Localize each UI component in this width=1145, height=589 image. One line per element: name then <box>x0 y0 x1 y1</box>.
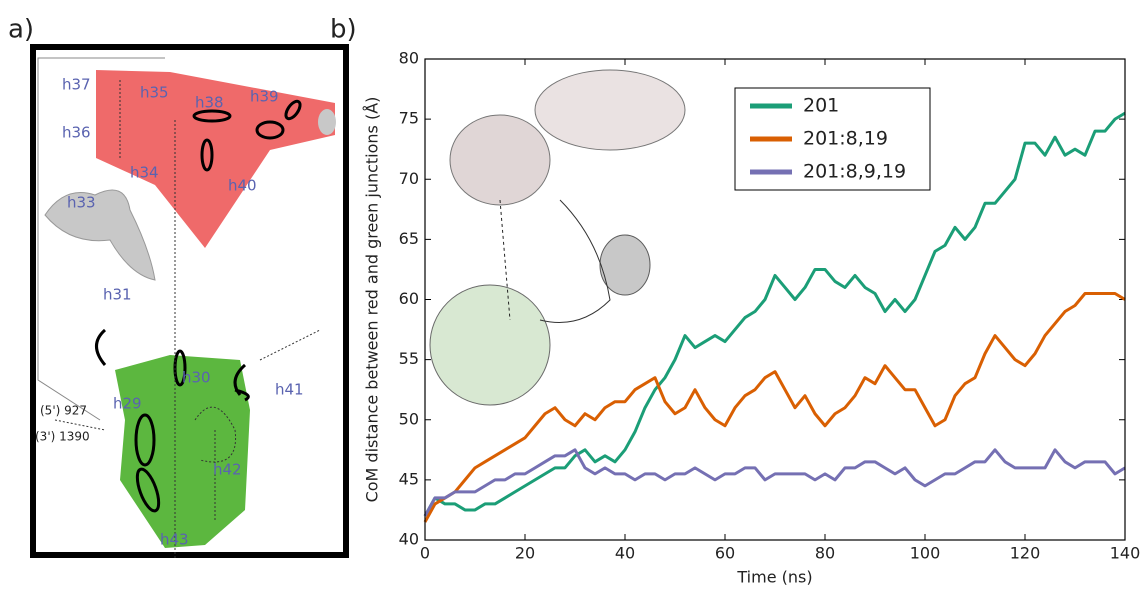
x-tick-label: 20 <box>515 544 535 563</box>
x-tick-label: 60 <box>715 544 735 563</box>
green-region <box>115 355 250 548</box>
series-line <box>423 291 1126 523</box>
helix-label: h35 <box>140 84 169 102</box>
helix-label: h29 <box>113 395 142 413</box>
helix-label: h38 <box>195 94 224 112</box>
legend-label: 201:8,9,19 <box>803 161 906 183</box>
helix-label: h37 <box>62 76 91 94</box>
legend-label: 201 <box>803 95 839 117</box>
series-line <box>423 448 1126 517</box>
legend-label: 201:8,19 <box>803 128 888 150</box>
x-tick-label: 100 <box>910 544 941 563</box>
helix-label: (5') 927 <box>40 404 87 418</box>
structure-lines <box>54 80 321 560</box>
panel-label: a) <box>8 15 34 45</box>
helix-label: h40 <box>228 177 257 195</box>
panel-label: b) <box>330 15 357 45</box>
x-tick-label: 120 <box>1010 544 1041 563</box>
helix-label: h31 <box>103 286 132 304</box>
series-line <box>423 111 1126 517</box>
diagram <box>30 44 349 560</box>
y-tick-label: 55 <box>399 349 419 368</box>
x-tick-label: 0 <box>420 544 430 563</box>
helix-label: h36 <box>62 124 91 142</box>
highlights <box>95 99 302 513</box>
y-tick-label: 80 <box>399 49 419 68</box>
structure-inset <box>429 69 686 406</box>
y-tick-label: 50 <box>399 409 419 428</box>
x-tick-label: 140 <box>1110 544 1141 563</box>
y-tick-label: 70 <box>399 169 419 188</box>
x-tick-label: 40 <box>615 544 635 563</box>
red-region <box>96 70 335 248</box>
y-tick-label: 40 <box>399 530 419 549</box>
helix-label: h39 <box>250 88 279 106</box>
gray-region <box>318 109 336 135</box>
helix-label: h34 <box>130 164 159 182</box>
helix-label: (3') 1390 <box>35 430 90 444</box>
y-axis-label: CoM distance between red and green junct… <box>363 97 382 503</box>
helix-label: h43 <box>160 531 189 549</box>
plot-frame <box>424 58 1126 541</box>
y-tick-label: 65 <box>399 229 419 248</box>
x-tick-label: 80 <box>815 544 835 563</box>
helix-label: h42 <box>213 461 242 479</box>
outline <box>37 57 165 421</box>
y-tick-label: 75 <box>399 109 419 128</box>
y-tick-label: 60 <box>399 289 419 308</box>
helix-label: h33 <box>67 194 96 212</box>
x-axis-label: Time (ns) <box>736 568 812 587</box>
diagram-frame <box>30 44 349 558</box>
y-tick-label: 45 <box>399 469 419 488</box>
helix-label: h30 <box>182 369 211 387</box>
gray-region <box>44 189 156 281</box>
helix-label: h41 <box>275 381 304 399</box>
